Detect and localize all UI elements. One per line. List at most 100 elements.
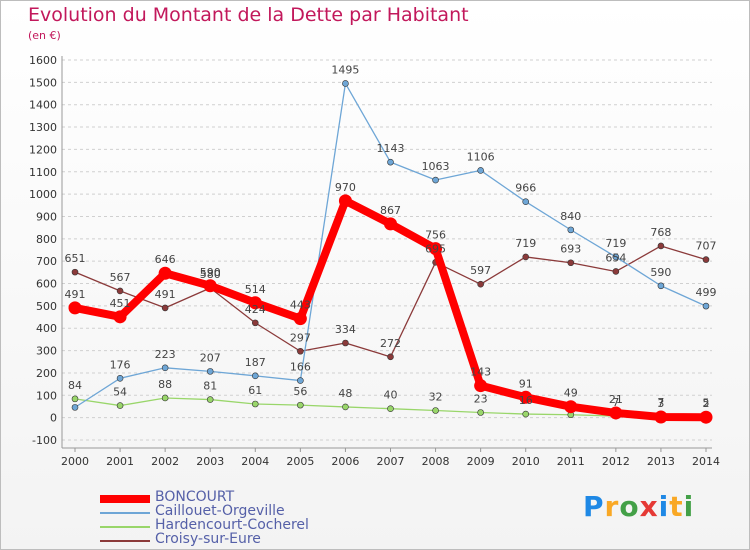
- legend-label: BONCOURT: [155, 489, 235, 505]
- data-label: 590: [650, 266, 671, 279]
- data-label: 966: [515, 182, 536, 195]
- data-point: [657, 242, 665, 250]
- data-point: [248, 296, 262, 310]
- data-label: 719: [605, 237, 626, 250]
- data-point: [203, 279, 217, 293]
- data-point: [522, 410, 530, 418]
- data-label: 970: [335, 181, 356, 194]
- data-label: 49: [564, 387, 578, 400]
- data-label: 56: [293, 385, 307, 398]
- y-tick-label: 600: [36, 278, 57, 291]
- data-label: 2: [703, 397, 710, 410]
- data-label: 491: [65, 288, 86, 301]
- data-point: [342, 339, 349, 347]
- data-point: [387, 405, 394, 413]
- data-point: [702, 302, 710, 310]
- data-label: 651: [65, 252, 86, 265]
- x-tick-label: 2004: [241, 455, 269, 468]
- y-tick-label: 1100: [29, 166, 57, 179]
- data-point: [342, 80, 349, 87]
- data-label: 166: [290, 361, 311, 374]
- y-tick-label: 200: [36, 367, 57, 380]
- data-label: 334: [335, 323, 356, 336]
- data-label: 756: [425, 229, 446, 242]
- legend-label: Caillouet-Orgeville: [155, 503, 285, 519]
- data-point: [384, 217, 397, 231]
- data-point: [519, 390, 533, 404]
- data-point: [116, 375, 124, 382]
- data-label: 21: [609, 393, 623, 406]
- data-point: [429, 242, 443, 256]
- proxiti-logo: Proxiti: [583, 490, 695, 523]
- data-point: [251, 400, 259, 408]
- data-point: [612, 268, 620, 275]
- data-label: 272: [380, 337, 401, 350]
- y-tick-label: 900: [36, 210, 57, 223]
- data-label: 1143: [377, 142, 405, 155]
- data-point: [206, 396, 214, 403]
- data-label: 7: [612, 396, 619, 409]
- data-point: [297, 401, 304, 409]
- data-point: [71, 404, 79, 411]
- data-point: [522, 253, 530, 261]
- data-point: [161, 364, 169, 372]
- data-label: 32: [429, 390, 443, 403]
- x-tick-label: 2008: [422, 455, 450, 468]
- y-tick-label: 300: [36, 345, 57, 358]
- x-tick-label: 2011: [557, 455, 585, 468]
- data-point: [432, 407, 439, 414]
- data-point: [206, 368, 214, 375]
- legend-swatch: [100, 512, 150, 514]
- x-tick-label: 2007: [377, 455, 405, 468]
- data-point: [161, 304, 169, 312]
- x-tick-label: 2005: [286, 455, 314, 468]
- y-tick-label: 1600: [29, 54, 57, 67]
- data-label: 424: [245, 303, 266, 316]
- data-label: 693: [560, 243, 581, 256]
- data-point: [654, 410, 668, 424]
- data-label: 695: [425, 242, 446, 255]
- y-tick-label: 100: [36, 389, 57, 402]
- data-label: 81: [203, 380, 217, 393]
- data-label: 3: [657, 397, 664, 410]
- data-point: [477, 167, 484, 174]
- x-tick-label: 2012: [602, 455, 630, 468]
- y-tick-label: 1400: [29, 99, 57, 112]
- data-label: 590: [200, 266, 221, 279]
- data-point: [297, 377, 304, 384]
- data-point: [113, 310, 127, 324]
- x-tick-label: 2006: [331, 455, 359, 468]
- data-label: 1106: [467, 150, 495, 163]
- x-tick-label: 2013: [647, 455, 675, 468]
- data-point: [116, 402, 124, 409]
- x-tick-label: 2010: [512, 455, 540, 468]
- x-tick-label: 2002: [151, 455, 179, 468]
- y-tick-label: 500: [36, 300, 57, 313]
- data-label: 867: [380, 204, 401, 217]
- x-tick-label: 2003: [196, 455, 224, 468]
- data-label: 7: [657, 396, 664, 409]
- data-label: 451: [110, 297, 131, 310]
- x-tick-label: 2014: [692, 455, 720, 468]
- data-label: 16: [519, 394, 533, 407]
- y-tick-label: 800: [36, 233, 57, 246]
- data-label: 491: [155, 288, 176, 301]
- data-label: 840: [560, 210, 581, 223]
- x-tick-label: 2000: [61, 455, 89, 468]
- y-tick-label: -100: [32, 434, 57, 447]
- y-tick-label: 1300: [29, 121, 57, 134]
- data-label: 580: [200, 268, 221, 281]
- y-tick-label: 1500: [29, 76, 57, 89]
- data-point: [251, 372, 259, 380]
- data-point: [702, 256, 710, 263]
- data-label: 84: [68, 379, 82, 392]
- y-tick-label: 1000: [29, 188, 57, 201]
- data-label: 54: [113, 386, 127, 399]
- data-point: [609, 406, 623, 420]
- data-point: [71, 268, 79, 276]
- data-point: [612, 253, 620, 261]
- data-label: 567: [110, 271, 131, 284]
- data-label: 88: [158, 378, 172, 391]
